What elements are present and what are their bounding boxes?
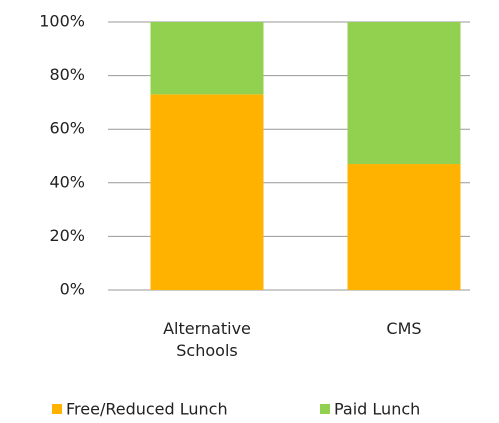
legend-swatch bbox=[52, 404, 62, 414]
y-tick-label: 80% bbox=[49, 65, 85, 84]
y-tick-label: 20% bbox=[49, 226, 85, 245]
x-tick-label: Alternative Schools bbox=[163, 319, 251, 360]
y-tick-label: 40% bbox=[49, 172, 85, 191]
x-tick-label: CMS bbox=[386, 319, 422, 338]
legend-label: Free/Reduced Lunch bbox=[66, 400, 228, 419]
y-tick-label: 60% bbox=[49, 119, 85, 138]
bar-segment bbox=[150, 22, 264, 95]
y-tick-label: 100% bbox=[39, 12, 85, 31]
legend-swatch bbox=[320, 404, 330, 414]
bar-segment bbox=[150, 94, 264, 290]
legend-label: Paid Lunch bbox=[334, 400, 420, 419]
y-tick-label: 0% bbox=[60, 280, 85, 299]
bar-segment bbox=[347, 22, 461, 165]
bar-segment bbox=[347, 164, 461, 290]
